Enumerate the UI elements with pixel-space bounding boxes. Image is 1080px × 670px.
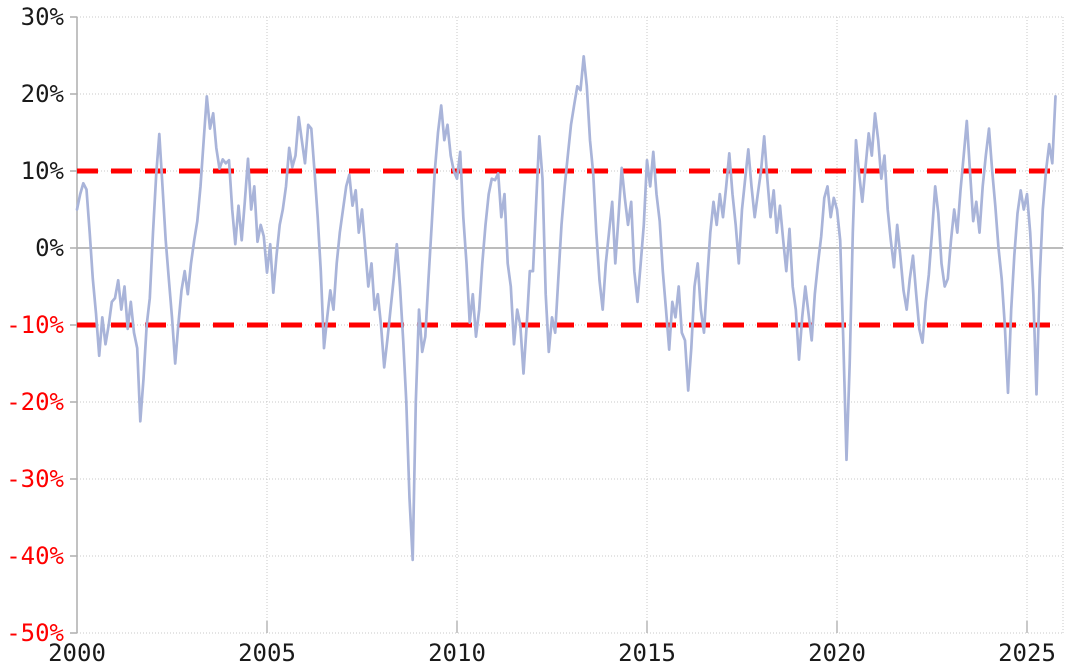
y-axis-label: -10% xyxy=(6,311,64,339)
y-axis-label: -50% xyxy=(6,619,64,647)
y-axis-label: 30% xyxy=(21,3,65,31)
y-axis-label: 20% xyxy=(21,80,65,108)
x-axis-label: 2005 xyxy=(238,639,296,667)
x-axis-label: 2025 xyxy=(998,639,1056,667)
x-axis-label: 2020 xyxy=(808,639,866,667)
y-axis-label: 10% xyxy=(21,157,65,185)
y-axis-label: 0% xyxy=(35,234,64,262)
y-axis-label: -40% xyxy=(6,542,64,570)
series-line-yoy-percent-change xyxy=(75,54,1057,562)
y-axis-label: -20% xyxy=(6,388,64,416)
y-axis-label: -30% xyxy=(6,465,64,493)
x-axis-label: 2015 xyxy=(618,639,676,667)
x-axis-label: 2000 xyxy=(48,639,106,667)
x-axis-label: 2010 xyxy=(428,639,486,667)
